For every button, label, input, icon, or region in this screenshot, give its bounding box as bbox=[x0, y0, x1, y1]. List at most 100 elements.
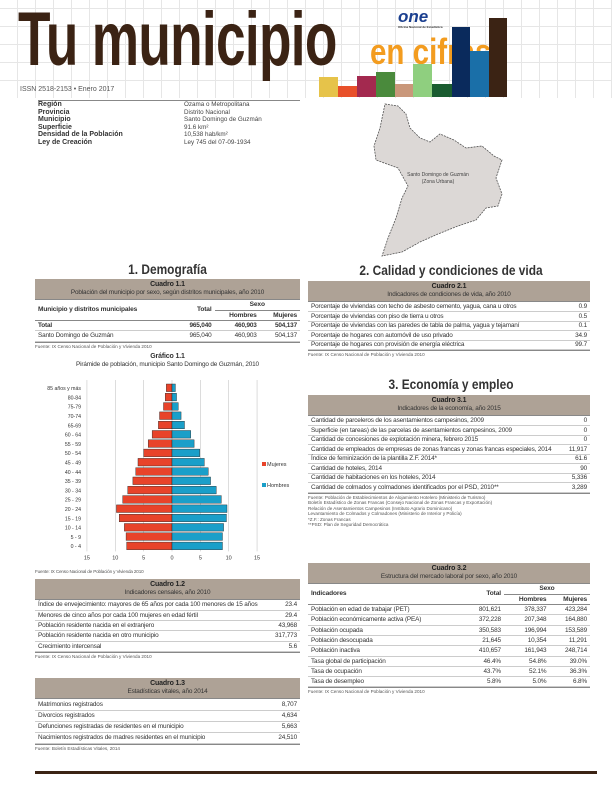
population-pyramid-chart: 15 10 5 0 5 10 15 85 años y más 80-84 75-79 70-74 6… bbox=[47, 380, 290, 561]
table-row: Santo Domingo de Guzmán 965,040 460,903 504… bbox=[35, 330, 300, 342]
row-label: Población económicamente activa (PEA) bbox=[308, 614, 466, 626]
bar-hombres bbox=[171, 458, 205, 467]
x-tick-label: 15 bbox=[254, 555, 260, 561]
bar-hombres bbox=[171, 504, 228, 513]
section-economia-title: 3. Economía y empleo bbox=[388, 376, 514, 392]
row-value: 34.9 bbox=[568, 330, 590, 341]
bar-hombres bbox=[171, 467, 209, 476]
table-row: Defunciones registradas de residentes en… bbox=[35, 721, 300, 733]
y-tick-label: 5 - 9 bbox=[71, 535, 81, 541]
section-calidad-title: 2. Calidad y condiciones de vida bbox=[359, 262, 543, 278]
info-row: Superficie 91.6 km² bbox=[38, 124, 300, 132]
decorative-bar bbox=[319, 77, 338, 97]
row-label: Total bbox=[35, 320, 177, 332]
bar-mujeres bbox=[126, 541, 173, 550]
row-value: 372,228 bbox=[465, 614, 504, 626]
x-tick-label: 10 bbox=[112, 555, 118, 561]
row-label: Porcentaje de hogares con provisión de e… bbox=[308, 340, 569, 350]
row-value: 5.0% bbox=[503, 676, 550, 688]
decorative-bar bbox=[432, 84, 452, 97]
row-value: 0.1 bbox=[568, 321, 590, 331]
bar-hombres bbox=[171, 393, 177, 402]
municipality-map: Santo Domingo de Guzmán (Zona Urbana) bbox=[373, 103, 503, 257]
info-value: Ozama o Metropolitana bbox=[184, 101, 250, 108]
legend-swatch bbox=[262, 483, 266, 487]
table-row: Nacimientos registrados de madres reside… bbox=[35, 732, 300, 744]
masthead: Tu municipio en cifras ISSN 2518-2153 • … bbox=[0, 0, 612, 98]
row-value: 54.8% bbox=[503, 656, 550, 667]
x-tick-label: 15 bbox=[84, 555, 90, 561]
map-label: Santo Domingo de Guzmán bbox=[407, 172, 469, 178]
bar-mujeres bbox=[166, 383, 173, 392]
table-row: Población residente nacida en otro munic… bbox=[35, 630, 300, 642]
info-label: Provincia bbox=[38, 108, 70, 116]
one-logo: one Oficina Nacional de Estadística bbox=[398, 7, 443, 29]
row-label: Crecimiento intercensal bbox=[35, 641, 271, 652]
row-label: Porcentaje de viviendas con piso de tier… bbox=[308, 311, 569, 322]
table-row: Porcentaje de viviendas con techo de asb… bbox=[308, 302, 590, 312]
row-value: 460,903 bbox=[214, 320, 260, 332]
x-tick-label: 10 bbox=[226, 555, 232, 561]
bar-hombres bbox=[171, 439, 195, 448]
bar-mujeres bbox=[164, 393, 173, 402]
table-row: Total 965,040 460,903 504,137 bbox=[35, 320, 300, 332]
y-tick-label: 30 - 34 bbox=[65, 488, 81, 494]
row-label: Defunciones registradas de residentes en… bbox=[35, 721, 267, 733]
row-value: 965,040 bbox=[176, 320, 215, 332]
bar-mujeres bbox=[132, 476, 173, 485]
decorative-bar bbox=[489, 18, 507, 97]
table-row: Población inactiva 410,657 161,943 248,714 bbox=[308, 645, 590, 657]
table-row: Cantidad de parceleros de los asentamien… bbox=[308, 416, 590, 426]
row-value: 460,903 bbox=[214, 330, 260, 342]
bar-hombres bbox=[171, 541, 223, 550]
row-value: 801,621 bbox=[465, 604, 504, 616]
decorative-bar bbox=[338, 86, 357, 97]
row-value: 46.4% bbox=[465, 656, 504, 667]
row-value: 504,137 bbox=[259, 330, 300, 342]
info-value: 10,538 hab/km² bbox=[184, 131, 228, 139]
table-row: Cantidad de concesiones de explotación m… bbox=[308, 435, 590, 445]
footnote: Boletín Estadístico de Zonas Francas (Co… bbox=[308, 500, 493, 506]
row-value: 161,943 bbox=[503, 645, 550, 657]
info-label: Región bbox=[38, 101, 62, 108]
cuadro-3-1: Cuadro 3.1 Indicadores de la economía, añ… bbox=[308, 395, 590, 528]
row-value: 0.5 bbox=[568, 311, 590, 322]
row-value: 4,634 bbox=[266, 710, 300, 722]
row-value: 43.7% bbox=[465, 666, 504, 678]
row-value: 11,291 bbox=[549, 635, 590, 647]
section-demografia-title: 1. Demografía bbox=[128, 261, 207, 277]
row-label: Superficie (en tareas) de las parcelas d… bbox=[308, 425, 565, 436]
row-label: Nacimientos registrados de madres reside… bbox=[35, 732, 267, 744]
info-row: Provincia Distrito Nacional bbox=[38, 109, 300, 117]
row-value: 965,040 bbox=[176, 330, 215, 342]
bar-mujeres bbox=[159, 411, 173, 420]
bar-hombres bbox=[171, 476, 211, 485]
row-label: Población residente nacida en el extranj… bbox=[35, 620, 271, 632]
footnote: Relación de Asentamientos Campesinos (In… bbox=[308, 505, 453, 511]
row-value: 0 bbox=[564, 435, 590, 445]
y-tick-label: 70-74 bbox=[68, 414, 81, 420]
row-value: 207,348 bbox=[503, 614, 550, 626]
row-value: 410,657 bbox=[465, 645, 504, 657]
row-value: 52.1% bbox=[503, 666, 550, 678]
info-label: Ley de Creación bbox=[38, 138, 93, 146]
decorative-bar bbox=[413, 64, 432, 97]
y-tick-label: 60 - 64 bbox=[65, 433, 81, 439]
grafico-source: Fuente: IX Censo Nacional de Población y… bbox=[35, 569, 144, 574]
bar-hombres bbox=[171, 486, 217, 495]
bar-hombres bbox=[171, 523, 224, 532]
row-label: Porcentaje de viviendas con techo de asb… bbox=[308, 302, 569, 312]
row-value: 5,336 bbox=[564, 473, 590, 483]
cuadro-3-2: Cuadro 3.2 Estructura del mercado laboral… bbox=[308, 563, 590, 695]
table-row: Porcentaje de hogares con provisión de e… bbox=[308, 340, 590, 350]
row-label: Población en edad de trabajar (PET) bbox=[308, 604, 466, 616]
table-row: Tasa de desempleo 5.8% 5.0% 6.8% bbox=[308, 676, 590, 688]
row-value: 504,137 bbox=[259, 320, 300, 332]
grafico-1-1-caption: Gráfico 1.1 Pirámide de población, munici… bbox=[76, 353, 259, 369]
row-value: 39.0% bbox=[549, 656, 590, 667]
legend-label: Mujeres bbox=[267, 462, 287, 468]
bar-hombres bbox=[171, 421, 185, 430]
masthead-title: Tu municipio bbox=[18, 0, 337, 82]
footnote: Levantamiento de Colmados y Colmadones (… bbox=[308, 511, 462, 517]
row-value: 196,994 bbox=[503, 625, 550, 636]
